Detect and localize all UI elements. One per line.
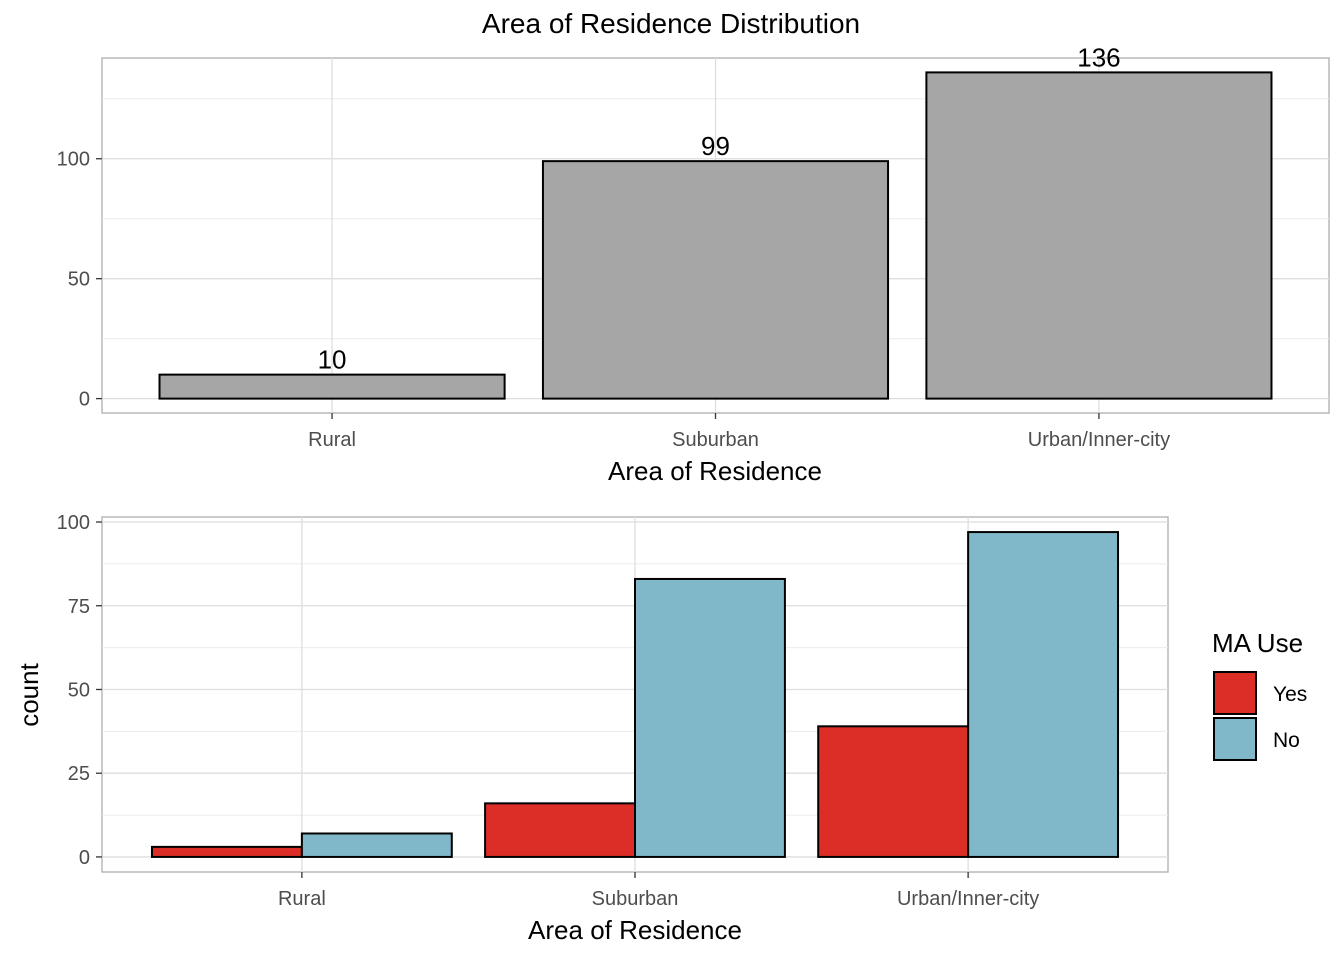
y-tick-label: 0 [79, 389, 90, 411]
legend: MA Use Yes No [1212, 628, 1307, 761]
chart-title: Area of Residence Distribution [482, 8, 860, 39]
top-x-axis-title: Area of Residence [608, 456, 822, 486]
top-chart: Area of Residence Distribution 10 99 136 0… [57, 8, 1330, 486]
bar-suburban-no [634, 577, 786, 858]
legend-label-no: No [1273, 729, 1300, 752]
bar-urban-inner-city-yes [817, 725, 970, 858]
bottom-x-axis: Rural Suburban Urban/Inner-city [278, 872, 1039, 910]
x-tick-label-rural: Rural [278, 888, 326, 910]
x-tick-label-urban-inner-city: Urban/Inner-city [897, 888, 1039, 910]
bottom-chart: 0 25 50 75 100 Rural Suburban Urban/Inner-city… [14, 512, 1307, 945]
bar-suburban [541, 160, 890, 400]
legend-title: MA Use [1212, 628, 1303, 658]
x-tick-label-urban-inner-city: Urban/Inner-city [1028, 429, 1170, 451]
legend-key-no [1213, 717, 1257, 761]
bar-urban-inner-city [925, 71, 1273, 400]
bar-rural-yes [150, 845, 303, 858]
data-label-suburban: 99 [701, 131, 730, 161]
bottom-y-axis: 0 25 50 75 100 [57, 512, 102, 869]
legend-label-yes: Yes [1273, 683, 1307, 706]
bar-rural [158, 373, 506, 400]
bar-suburban-yes [484, 802, 636, 858]
x-tick-label-suburban: Suburban [592, 888, 679, 910]
data-label-rural: 10 [318, 345, 347, 375]
bar-rural-no [300, 832, 453, 858]
bar-urban-inner-city-no [967, 531, 1120, 858]
bottom-bars [150, 531, 1120, 858]
y-tick-label: 75 [68, 596, 90, 618]
y-tick-label: 0 [79, 847, 90, 869]
data-label-urban-inner-city: 136 [1077, 42, 1120, 72]
legend-key-yes [1213, 671, 1257, 715]
y-tick-label: 50 [68, 679, 90, 701]
y-tick-label: 50 [68, 269, 90, 291]
bottom-x-axis-title: Area of Residence [528, 915, 742, 945]
top-bars [158, 71, 1273, 400]
top-x-axis: Rural Suburban Urban/Inner-city [308, 413, 1170, 451]
bottom-y-axis-title: count [14, 662, 44, 726]
x-tick-label-rural: Rural [308, 429, 356, 451]
legend-items: Yes No [1213, 671, 1307, 761]
y-tick-label: 100 [57, 512, 90, 534]
y-tick-label: 25 [68, 763, 90, 785]
y-tick-label: 100 [57, 149, 90, 171]
top-data-labels: 10 99 136 [318, 42, 1121, 374]
x-tick-label-suburban: Suburban [672, 429, 759, 451]
top-y-axis: 0 50 100 [57, 149, 102, 411]
